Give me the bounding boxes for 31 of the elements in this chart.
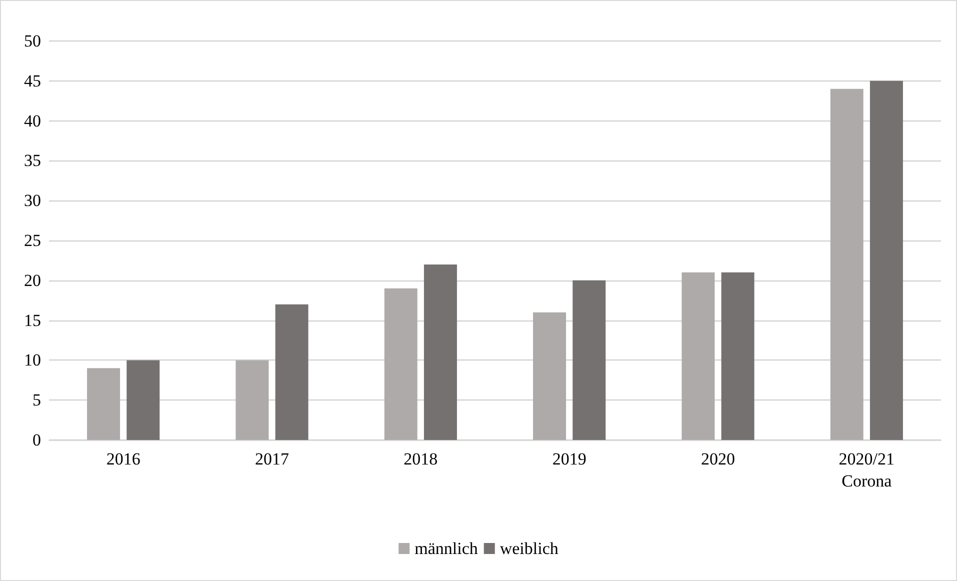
- y-tick-label: 45: [24, 71, 41, 90]
- bar: [275, 304, 308, 440]
- bar: [424, 264, 457, 440]
- bar: [236, 360, 269, 440]
- bar: [682, 272, 715, 440]
- x-tick-label: 2020/21 Corona: [838, 450, 895, 490]
- bar: [721, 272, 754, 440]
- y-tick-label: 10: [24, 350, 41, 370]
- bar: [830, 88, 864, 440]
- x-tick-label: 2018: [404, 450, 438, 468]
- legend-label: männlich: [414, 539, 478, 558]
- bar: [87, 368, 120, 440]
- x-tick-label: 2016: [106, 450, 140, 468]
- y-tick-label: 35: [24, 151, 41, 170]
- x-tick-label: 2019: [552, 450, 586, 468]
- bar: [384, 288, 418, 440]
- x-tick-label: 2020: [701, 450, 735, 468]
- y-tick-label: 50: [24, 32, 41, 50]
- y-tick-label: 0: [32, 430, 41, 450]
- legend-label: weiblich: [500, 539, 559, 558]
- bar: [533, 312, 566, 440]
- bar: [870, 80, 903, 440]
- y-tick-label: 25: [24, 231, 41, 250]
- bar: [572, 280, 606, 440]
- y-tick-label: 20: [24, 270, 41, 290]
- y-tick-label: 40: [24, 111, 41, 130]
- y-tick-label: 5: [32, 390, 41, 410]
- x-tick-label: 2017: [255, 450, 290, 468]
- y-tick-label: 30: [24, 191, 41, 210]
- bar: [126, 360, 160, 440]
- y-tick-label: 15: [24, 310, 41, 330]
